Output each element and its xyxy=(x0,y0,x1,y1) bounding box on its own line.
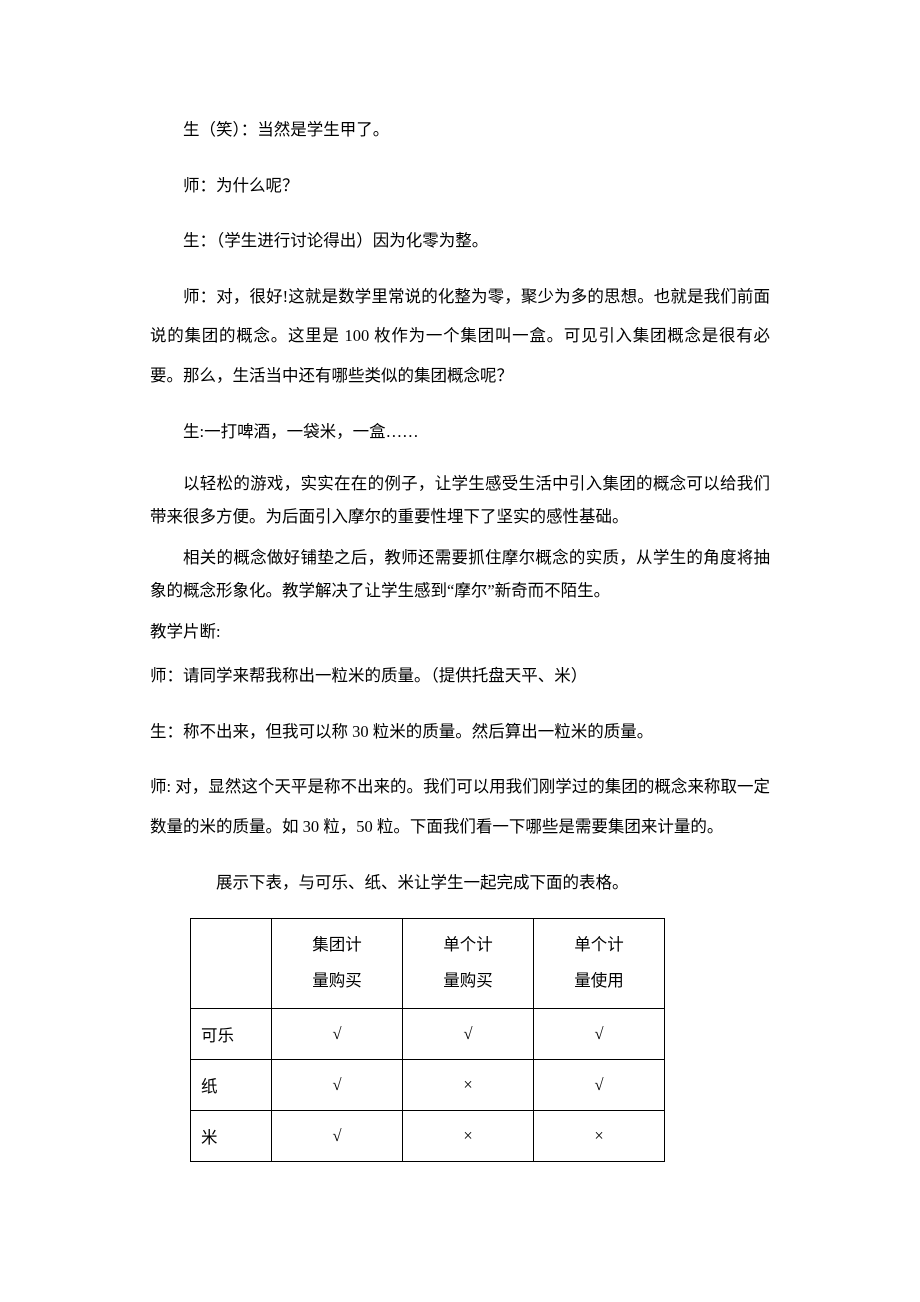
body-paragraph: 以轻松的游戏，实实在在的例子，让学生感受生活中引入集团的概念可以给我们带来很多方… xyxy=(150,467,770,533)
table-header-cell: 单个计 量使用 xyxy=(534,919,665,1009)
dialogue-line: 师：为什么呢？ xyxy=(150,166,770,206)
table-header-cell: 单个计 量购买 xyxy=(403,919,534,1009)
table-cell: √ xyxy=(534,1059,665,1110)
row-label: 米 xyxy=(191,1110,272,1161)
measurement-table: 集团计 量购买 单个计 量购买 单个计 量使用 可乐 √ √ √ 纸 √ × √ xyxy=(190,918,665,1162)
header-text: 单个计 xyxy=(443,935,493,954)
table-header-cell xyxy=(191,919,272,1009)
table-header-cell: 集团计 量购买 xyxy=(272,919,403,1009)
row-label: 可乐 xyxy=(191,1008,272,1059)
dialogue-line: 生:一打啤酒，一袋米，一盒…… xyxy=(150,412,770,452)
table-cell: √ xyxy=(403,1008,534,1059)
header-text: 量购买 xyxy=(443,971,493,990)
table-caption: 展示下表，与可乐、纸、米让学生一起完成下面的表格。 xyxy=(150,863,770,903)
table-cell: × xyxy=(403,1059,534,1110)
table-cell: √ xyxy=(272,1059,403,1110)
header-text: 单个计 xyxy=(574,935,624,954)
dialogue-line: 师: 对，显然这个天平是称不出来的。我们可以用我们刚学过的集团的概念来称取一定数… xyxy=(150,767,770,846)
dialogue-line: 生：称不出来，但我可以称 30 粒米的质量。然后算出一粒米的质量。 xyxy=(150,712,770,752)
table-row: 纸 √ × √ xyxy=(191,1059,665,1110)
row-label: 纸 xyxy=(191,1059,272,1110)
table-cell: × xyxy=(403,1110,534,1161)
dialogue-line: 师：请同学来帮我称出一粒米的质量。（提供托盘天平、米） xyxy=(150,656,770,696)
table-row: 可乐 √ √ √ xyxy=(191,1008,665,1059)
header-text: 量使用 xyxy=(574,971,624,990)
dialogue-line: 生：（学生进行讨论得出）因为化零为整。 xyxy=(150,221,770,261)
document-page: 生（笑）：当然是学生甲了。 师：为什么呢？ 生：（学生进行讨论得出）因为化零为整… xyxy=(0,0,920,1302)
section-label: 教学片断: xyxy=(150,615,770,648)
body-paragraph: 相关的概念做好铺垫之后，教师还需要抓住摩尔概念的实质，从学生的角度将抽象的概念形… xyxy=(150,541,770,607)
table-cell: √ xyxy=(272,1110,403,1161)
table-row: 米 √ × × xyxy=(191,1110,665,1161)
table-cell: √ xyxy=(272,1008,403,1059)
table-cell: √ xyxy=(534,1008,665,1059)
table-header-row: 集团计 量购买 单个计 量购买 单个计 量使用 xyxy=(191,919,665,1009)
dialogue-line: 师：对，很好!这就是数学里常说的化整为零，聚少为多的思想。也就是我们前面说的集团… xyxy=(150,277,770,396)
table-cell: × xyxy=(534,1110,665,1161)
dialogue-line: 生（笑）：当然是学生甲了。 xyxy=(150,110,770,150)
header-text: 集团计 xyxy=(312,935,362,954)
header-text: 量购买 xyxy=(312,971,362,990)
